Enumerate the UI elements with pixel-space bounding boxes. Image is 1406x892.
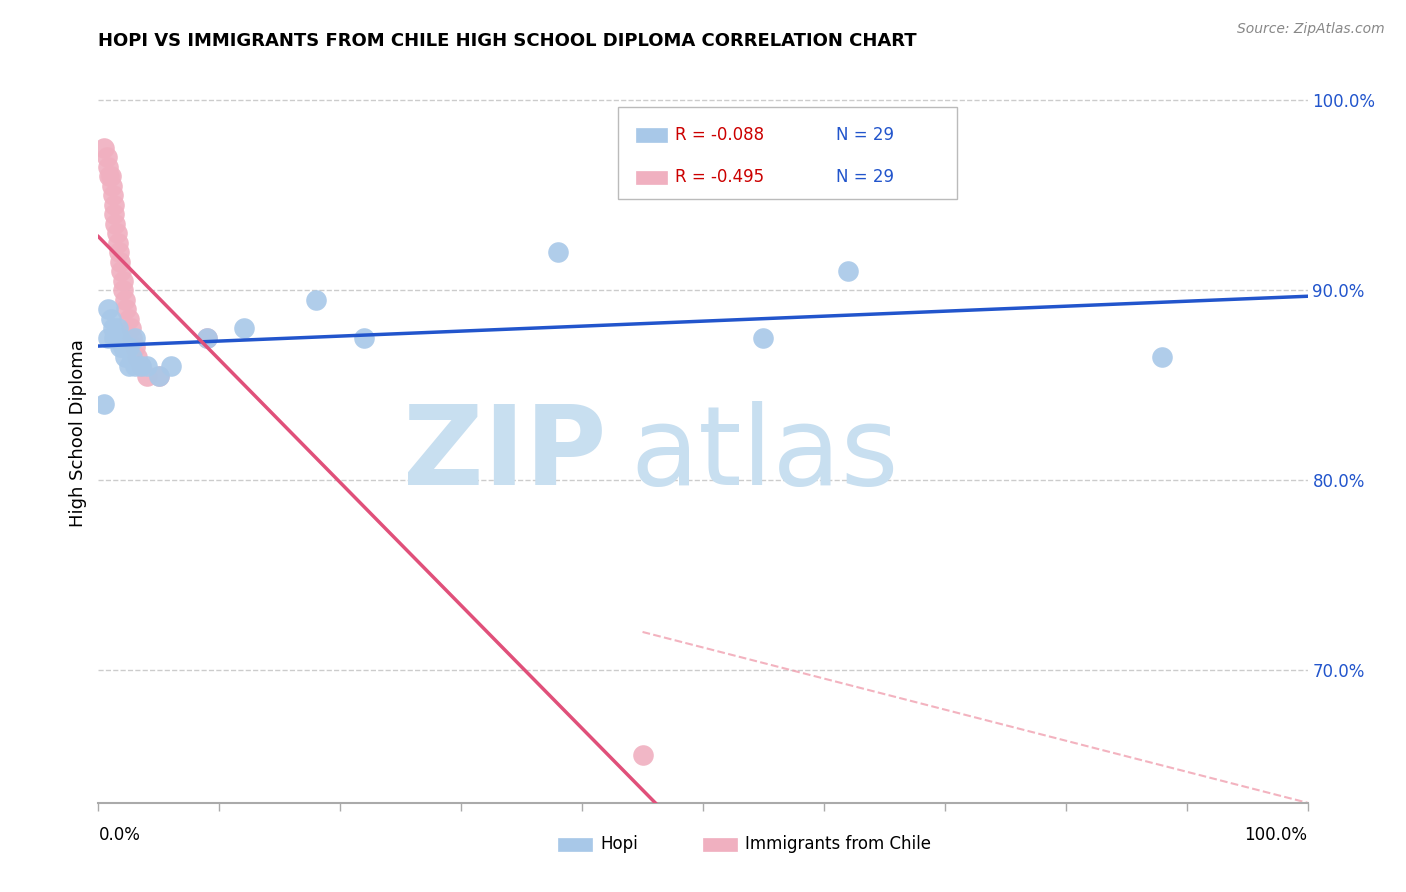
Point <box>118 359 141 374</box>
Text: 100.0%: 100.0% <box>1244 826 1308 844</box>
Point <box>547 245 569 260</box>
FancyBboxPatch shape <box>637 170 666 184</box>
Point <box>93 397 115 411</box>
Text: HOPI VS IMMIGRANTS FROM CHILE HIGH SCHOOL DIPLOMA CORRELATION CHART: HOPI VS IMMIGRANTS FROM CHILE HIGH SCHOO… <box>98 32 917 50</box>
Point <box>195 331 218 345</box>
Text: 0.0%: 0.0% <box>98 826 141 844</box>
Text: Source: ZipAtlas.com: Source: ZipAtlas.com <box>1237 22 1385 37</box>
Point <box>115 302 138 317</box>
Point <box>232 321 254 335</box>
Point <box>121 331 143 345</box>
Point <box>148 368 170 383</box>
Point <box>93 141 115 155</box>
Point <box>110 264 132 278</box>
Point <box>97 160 120 174</box>
Point <box>107 235 129 250</box>
FancyBboxPatch shape <box>619 107 957 200</box>
Point <box>101 188 124 202</box>
Point <box>108 340 131 354</box>
Point <box>160 359 183 374</box>
Point <box>103 331 125 345</box>
Point <box>97 331 120 345</box>
Point <box>195 331 218 345</box>
Text: Hopi: Hopi <box>600 835 638 853</box>
Text: N = 29: N = 29 <box>837 169 894 186</box>
Point <box>631 748 654 763</box>
Point <box>105 227 128 241</box>
Point <box>111 283 134 297</box>
Point <box>837 264 859 278</box>
Point <box>100 169 122 184</box>
Point <box>353 331 375 345</box>
Point <box>100 178 122 193</box>
Point <box>121 350 143 364</box>
Text: atlas: atlas <box>630 401 898 508</box>
Point <box>107 321 129 335</box>
Point <box>148 368 170 383</box>
Point <box>111 340 134 354</box>
Point <box>103 207 125 221</box>
Point <box>135 368 157 383</box>
Point <box>100 311 122 326</box>
Point <box>114 350 136 364</box>
Text: ZIP: ZIP <box>404 401 606 508</box>
Point <box>124 331 146 345</box>
Point <box>118 311 141 326</box>
Point <box>120 321 142 335</box>
Point <box>305 293 328 307</box>
Point <box>129 359 152 374</box>
Point <box>108 254 131 268</box>
Point <box>111 274 134 288</box>
Point <box>118 340 141 354</box>
Point <box>101 321 124 335</box>
Point <box>104 217 127 231</box>
FancyBboxPatch shape <box>637 128 666 142</box>
Y-axis label: High School Diploma: High School Diploma <box>69 339 87 526</box>
Point <box>135 359 157 374</box>
Point <box>124 359 146 374</box>
Text: Immigrants from Chile: Immigrants from Chile <box>745 835 931 853</box>
Point <box>752 331 775 345</box>
Point <box>98 169 121 184</box>
Point <box>124 340 146 354</box>
FancyBboxPatch shape <box>703 838 737 851</box>
Point <box>103 198 125 212</box>
Point <box>96 150 118 164</box>
Text: R = -0.088: R = -0.088 <box>675 126 765 144</box>
Point <box>129 359 152 374</box>
Point <box>108 331 131 345</box>
Point <box>105 331 128 345</box>
Point <box>97 302 120 317</box>
Point <box>114 293 136 307</box>
Text: R = -0.495: R = -0.495 <box>675 169 765 186</box>
Text: N = 29: N = 29 <box>837 126 894 144</box>
Point <box>108 245 131 260</box>
Point <box>1152 350 1174 364</box>
Point <box>127 350 149 364</box>
FancyBboxPatch shape <box>558 838 592 851</box>
